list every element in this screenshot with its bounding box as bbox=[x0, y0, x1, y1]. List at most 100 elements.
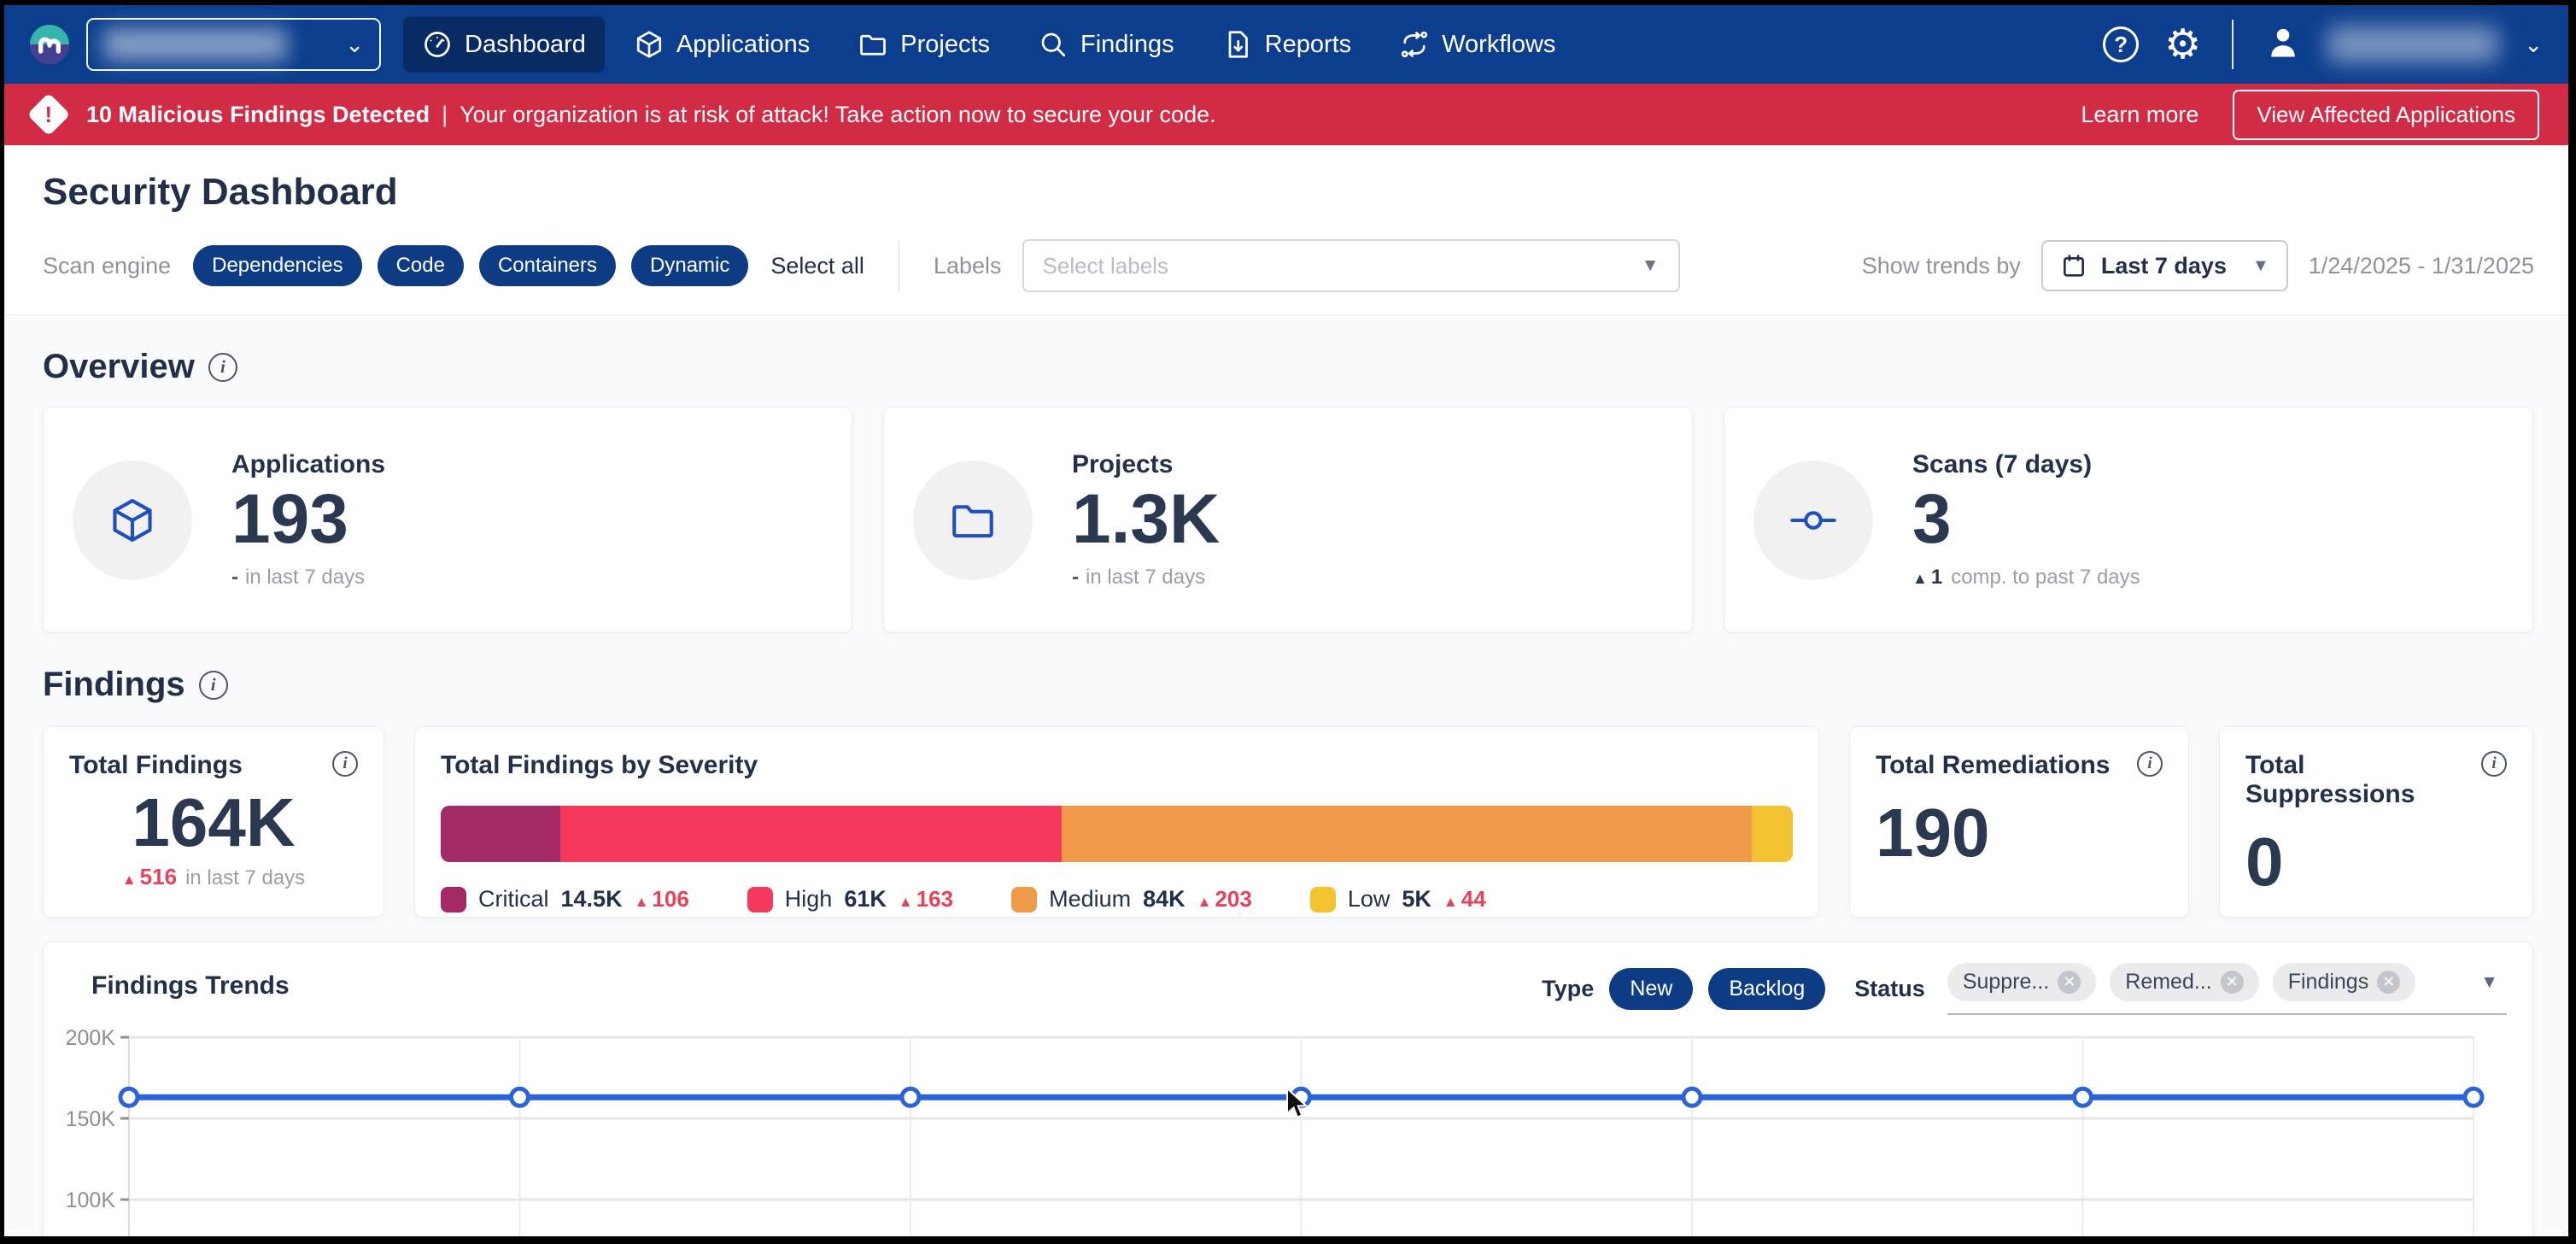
user-avatar-icon[interactable] bbox=[2264, 24, 2302, 66]
org-selector[interactable]: ⌄ bbox=[86, 18, 381, 71]
legend-item-critical: Critical 14.5K ▲106 bbox=[441, 886, 698, 912]
nav-item-label: Findings bbox=[1080, 31, 1174, 59]
up-arrow-icon: ▲ bbox=[1197, 894, 1212, 910]
cube-icon bbox=[108, 496, 157, 545]
info-icon[interactable]: i bbox=[2137, 751, 2163, 777]
info-icon[interactable]: i bbox=[208, 353, 237, 382]
view-affected-applications-button[interactable]: View Affected Applications bbox=[2233, 90, 2539, 140]
nav-item-label: Projects bbox=[900, 31, 990, 59]
overview-cards: Applications 193 -in last 7 days Project… bbox=[43, 407, 2533, 633]
type-chip-backlog[interactable]: Backlog bbox=[1708, 968, 1825, 1010]
type-chip-new[interactable]: New bbox=[1609, 968, 1693, 1010]
page-title: Security Dashboard bbox=[43, 171, 2534, 214]
up-arrow-icon: ▲ bbox=[899, 894, 913, 910]
settings-gear-icon[interactable]: ⚙ bbox=[2164, 24, 2201, 65]
total-findings-card: Total Findings i 164K ▲516in last 7 days bbox=[43, 726, 384, 918]
card-label: Applications bbox=[231, 450, 385, 479]
nav-item-workflows[interactable]: Workflows bbox=[1380, 16, 1574, 73]
total-remediations-value: 190 bbox=[1876, 794, 2163, 872]
total-suppressions-value: 0 bbox=[2245, 823, 2507, 901]
legend-item-medium: Medium 84K ▲203 bbox=[1011, 886, 1261, 912]
nav-item-projects[interactable]: Projects bbox=[839, 16, 1009, 73]
projects-card: Projects 1.3K -in last 7 days bbox=[883, 407, 1693, 633]
info-icon[interactable]: i bbox=[199, 671, 228, 700]
nav-item-dashboard[interactable]: Dashboard bbox=[403, 16, 605, 73]
search-icon bbox=[1038, 29, 1068, 60]
trends-controls: Type New Backlog Status Suppre...✕ Remed… bbox=[1542, 963, 2507, 1015]
severity-segment-medium bbox=[1062, 806, 1752, 862]
card-subtext: -in last 7 days bbox=[1072, 566, 1220, 590]
nav-item-label: Dashboard bbox=[465, 31, 586, 59]
learn-more-link[interactable]: Learn more bbox=[2081, 102, 2198, 128]
dropdown-caret-icon: ▼ bbox=[1642, 255, 1660, 276]
status-chip-findings[interactable]: Findings✕ bbox=[2273, 963, 2416, 1001]
remove-chip-icon[interactable]: ✕ bbox=[2221, 971, 2244, 994]
nav-item-label: Workflows bbox=[1442, 31, 1555, 59]
status-chip-suppressed[interactable]: Suppre...✕ bbox=[1947, 963, 2096, 1001]
engine-chip-dependencies[interactable]: Dependencies bbox=[193, 245, 361, 286]
engine-chip-dynamic[interactable]: Dynamic bbox=[631, 245, 748, 286]
card-title: Total Findings bbox=[69, 751, 243, 780]
overview-heading: Overview bbox=[43, 348, 195, 386]
filter-bar: Scan engine Dependencies Code Containers… bbox=[43, 239, 2534, 292]
nav-item-applications[interactable]: Applications bbox=[615, 16, 828, 73]
card-title: Total Suppressions bbox=[2245, 751, 2481, 809]
main-nav-menu: Dashboard Applications Projects Find bbox=[403, 16, 1574, 73]
labels-select[interactable]: Select labels ▼ bbox=[1022, 239, 1680, 292]
card-label: Projects bbox=[1072, 450, 1220, 479]
info-icon[interactable]: i bbox=[332, 751, 358, 777]
total-suppressions-card: Total Suppressions i 0 bbox=[2219, 726, 2533, 918]
banner-title: 10 Malicious Findings Detected bbox=[86, 102, 430, 128]
dropdown-caret-icon: ▼ bbox=[2252, 256, 2269, 276]
folder-icon bbox=[948, 496, 998, 545]
trend-range-select[interactable]: Last 7 days ▼ bbox=[2041, 240, 2288, 291]
scan-engine-label: Scan engine bbox=[43, 253, 171, 279]
gauge-icon bbox=[422, 29, 453, 60]
svg-text:200K: 200K bbox=[66, 1026, 116, 1050]
applications-card: Applications 193 -in last 7 days bbox=[43, 407, 852, 633]
report-document-icon bbox=[1222, 29, 1253, 60]
nav-item-reports[interactable]: Reports bbox=[1203, 16, 1371, 73]
mouse-cursor bbox=[1285, 1087, 1314, 1121]
severity-segment-critical bbox=[441, 806, 560, 862]
severity-legend: Critical 14.5K ▲106 High 61K ▲163 Medium… bbox=[441, 886, 1793, 912]
info-icon[interactable]: i bbox=[2481, 751, 2507, 777]
card-label: Scans (7 days) bbox=[1912, 450, 2140, 479]
nav-item-label: Reports bbox=[1265, 31, 1352, 59]
engine-chip-code[interactable]: Code bbox=[378, 245, 464, 286]
card-subtext: ▲1comp. to past 7 days bbox=[1912, 566, 2140, 590]
findings-cards: Total Findings i 164K ▲516in last 7 days… bbox=[43, 726, 2533, 918]
mend-logo-icon[interactable] bbox=[30, 25, 69, 64]
card-value: 1.3K bbox=[1072, 479, 1220, 560]
total-findings-delta: ▲516in last 7 days bbox=[69, 864, 358, 890]
scan-engine-chips: Dependencies Code Containers Dynamic bbox=[193, 245, 748, 286]
medium-swatch bbox=[1011, 887, 1037, 912]
dropdown-caret-icon: ▼ bbox=[2480, 972, 2498, 993]
malicious-findings-alert-banner: ! 10 Malicious Findings Detected | Your … bbox=[4, 84, 2568, 145]
top-nav: ⌄ Dashboard Applications bbox=[4, 5, 2568, 84]
help-icon[interactable]: ? bbox=[2103, 26, 2139, 62]
svg-text:150K: 150K bbox=[66, 1107, 116, 1131]
page-header: Security Dashboard Scan engine Dependenc… bbox=[4, 145, 2568, 315]
up-arrow-icon: ▲ bbox=[1912, 570, 1928, 587]
card-value: 193 bbox=[231, 479, 385, 560]
card-title: Total Findings by Severity bbox=[441, 751, 758, 779]
status-multiselect[interactable]: Suppre...✕ Remed...✕ Findings✕ ▼ bbox=[1947, 963, 2507, 1015]
workflow-icon bbox=[1399, 29, 1430, 60]
nav-divider bbox=[2232, 20, 2234, 69]
nav-right-group: ? ⚙ ⌄ bbox=[2103, 20, 2543, 69]
status-chip-remediated[interactable]: Remed...✕ bbox=[2110, 963, 2258, 1001]
svg-text:100K: 100K bbox=[66, 1188, 116, 1212]
chevron-down-icon[interactable]: ⌄ bbox=[2524, 32, 2543, 58]
card-value: 3 bbox=[1912, 479, 2140, 560]
high-swatch bbox=[747, 887, 773, 912]
engine-chip-containers[interactable]: Containers bbox=[479, 245, 616, 286]
up-arrow-icon: ▲ bbox=[1443, 894, 1458, 910]
remove-chip-icon[interactable]: ✕ bbox=[2377, 971, 2400, 994]
select-all-link[interactable]: Select all bbox=[770, 253, 864, 279]
nav-item-findings[interactable]: Findings bbox=[1019, 16, 1193, 73]
nav-item-label: Applications bbox=[676, 31, 810, 59]
remove-chip-icon[interactable]: ✕ bbox=[2058, 971, 2081, 994]
user-name-redacted bbox=[2327, 26, 2498, 62]
calendar-icon bbox=[2060, 252, 2087, 279]
